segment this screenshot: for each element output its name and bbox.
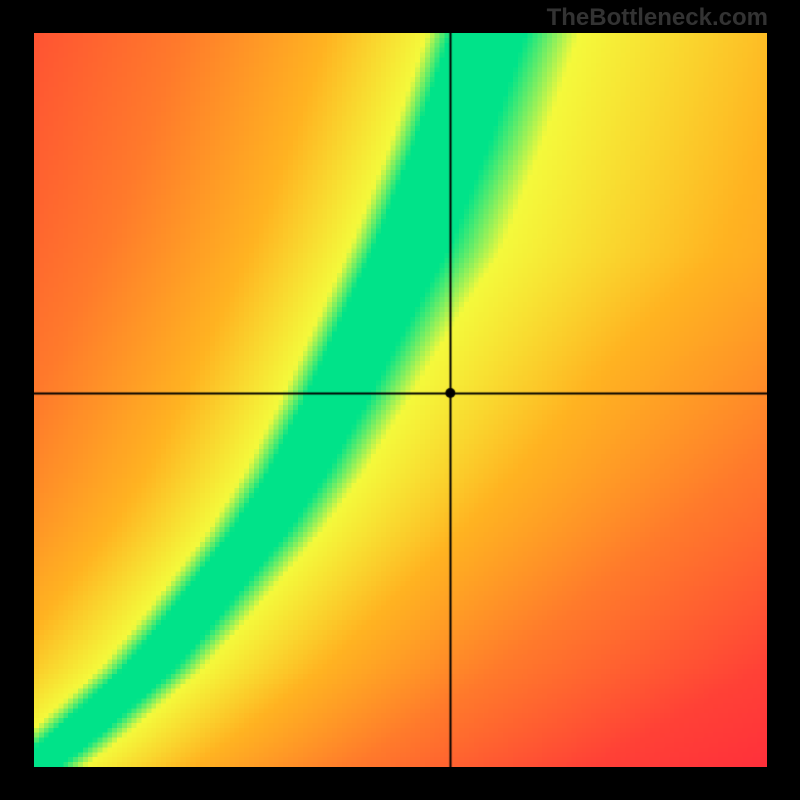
crosshair-overlay [34,33,767,767]
chart-container: TheBottleneck.com [0,0,800,800]
attribution-text: TheBottleneck.com [547,4,768,32]
